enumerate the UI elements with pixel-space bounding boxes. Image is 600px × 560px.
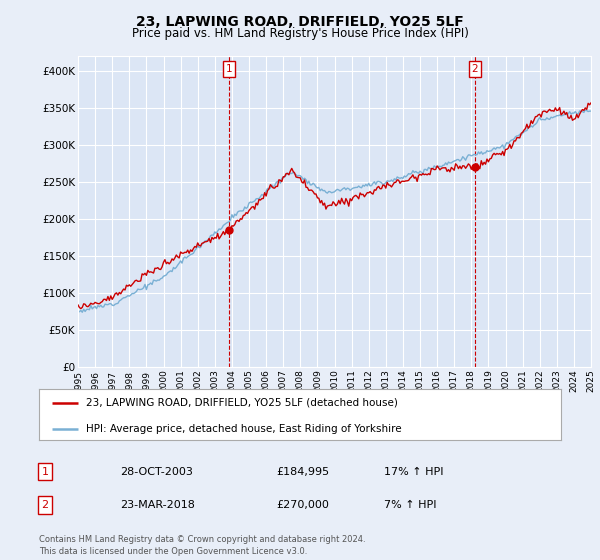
Text: Price paid vs. HM Land Registry's House Price Index (HPI): Price paid vs. HM Land Registry's House … xyxy=(131,27,469,40)
Text: 2: 2 xyxy=(41,500,49,510)
Text: Contains HM Land Registry data © Crown copyright and database right 2024.
This d: Contains HM Land Registry data © Crown c… xyxy=(39,535,365,556)
Text: 28-OCT-2003: 28-OCT-2003 xyxy=(120,466,193,477)
Text: 23, LAPWING ROAD, DRIFFIELD, YO25 5LF (detached house): 23, LAPWING ROAD, DRIFFIELD, YO25 5LF (d… xyxy=(86,398,398,408)
Text: £184,995: £184,995 xyxy=(276,466,329,477)
Text: 1: 1 xyxy=(226,64,232,74)
Text: 23-MAR-2018: 23-MAR-2018 xyxy=(120,500,195,510)
Text: 2: 2 xyxy=(472,64,478,74)
Text: 23, LAPWING ROAD, DRIFFIELD, YO25 5LF: 23, LAPWING ROAD, DRIFFIELD, YO25 5LF xyxy=(136,15,464,29)
Text: £270,000: £270,000 xyxy=(276,500,329,510)
Text: 1: 1 xyxy=(41,466,49,477)
Text: 17% ↑ HPI: 17% ↑ HPI xyxy=(384,466,443,477)
Text: 7% ↑ HPI: 7% ↑ HPI xyxy=(384,500,437,510)
Text: HPI: Average price, detached house, East Riding of Yorkshire: HPI: Average price, detached house, East… xyxy=(86,423,401,433)
